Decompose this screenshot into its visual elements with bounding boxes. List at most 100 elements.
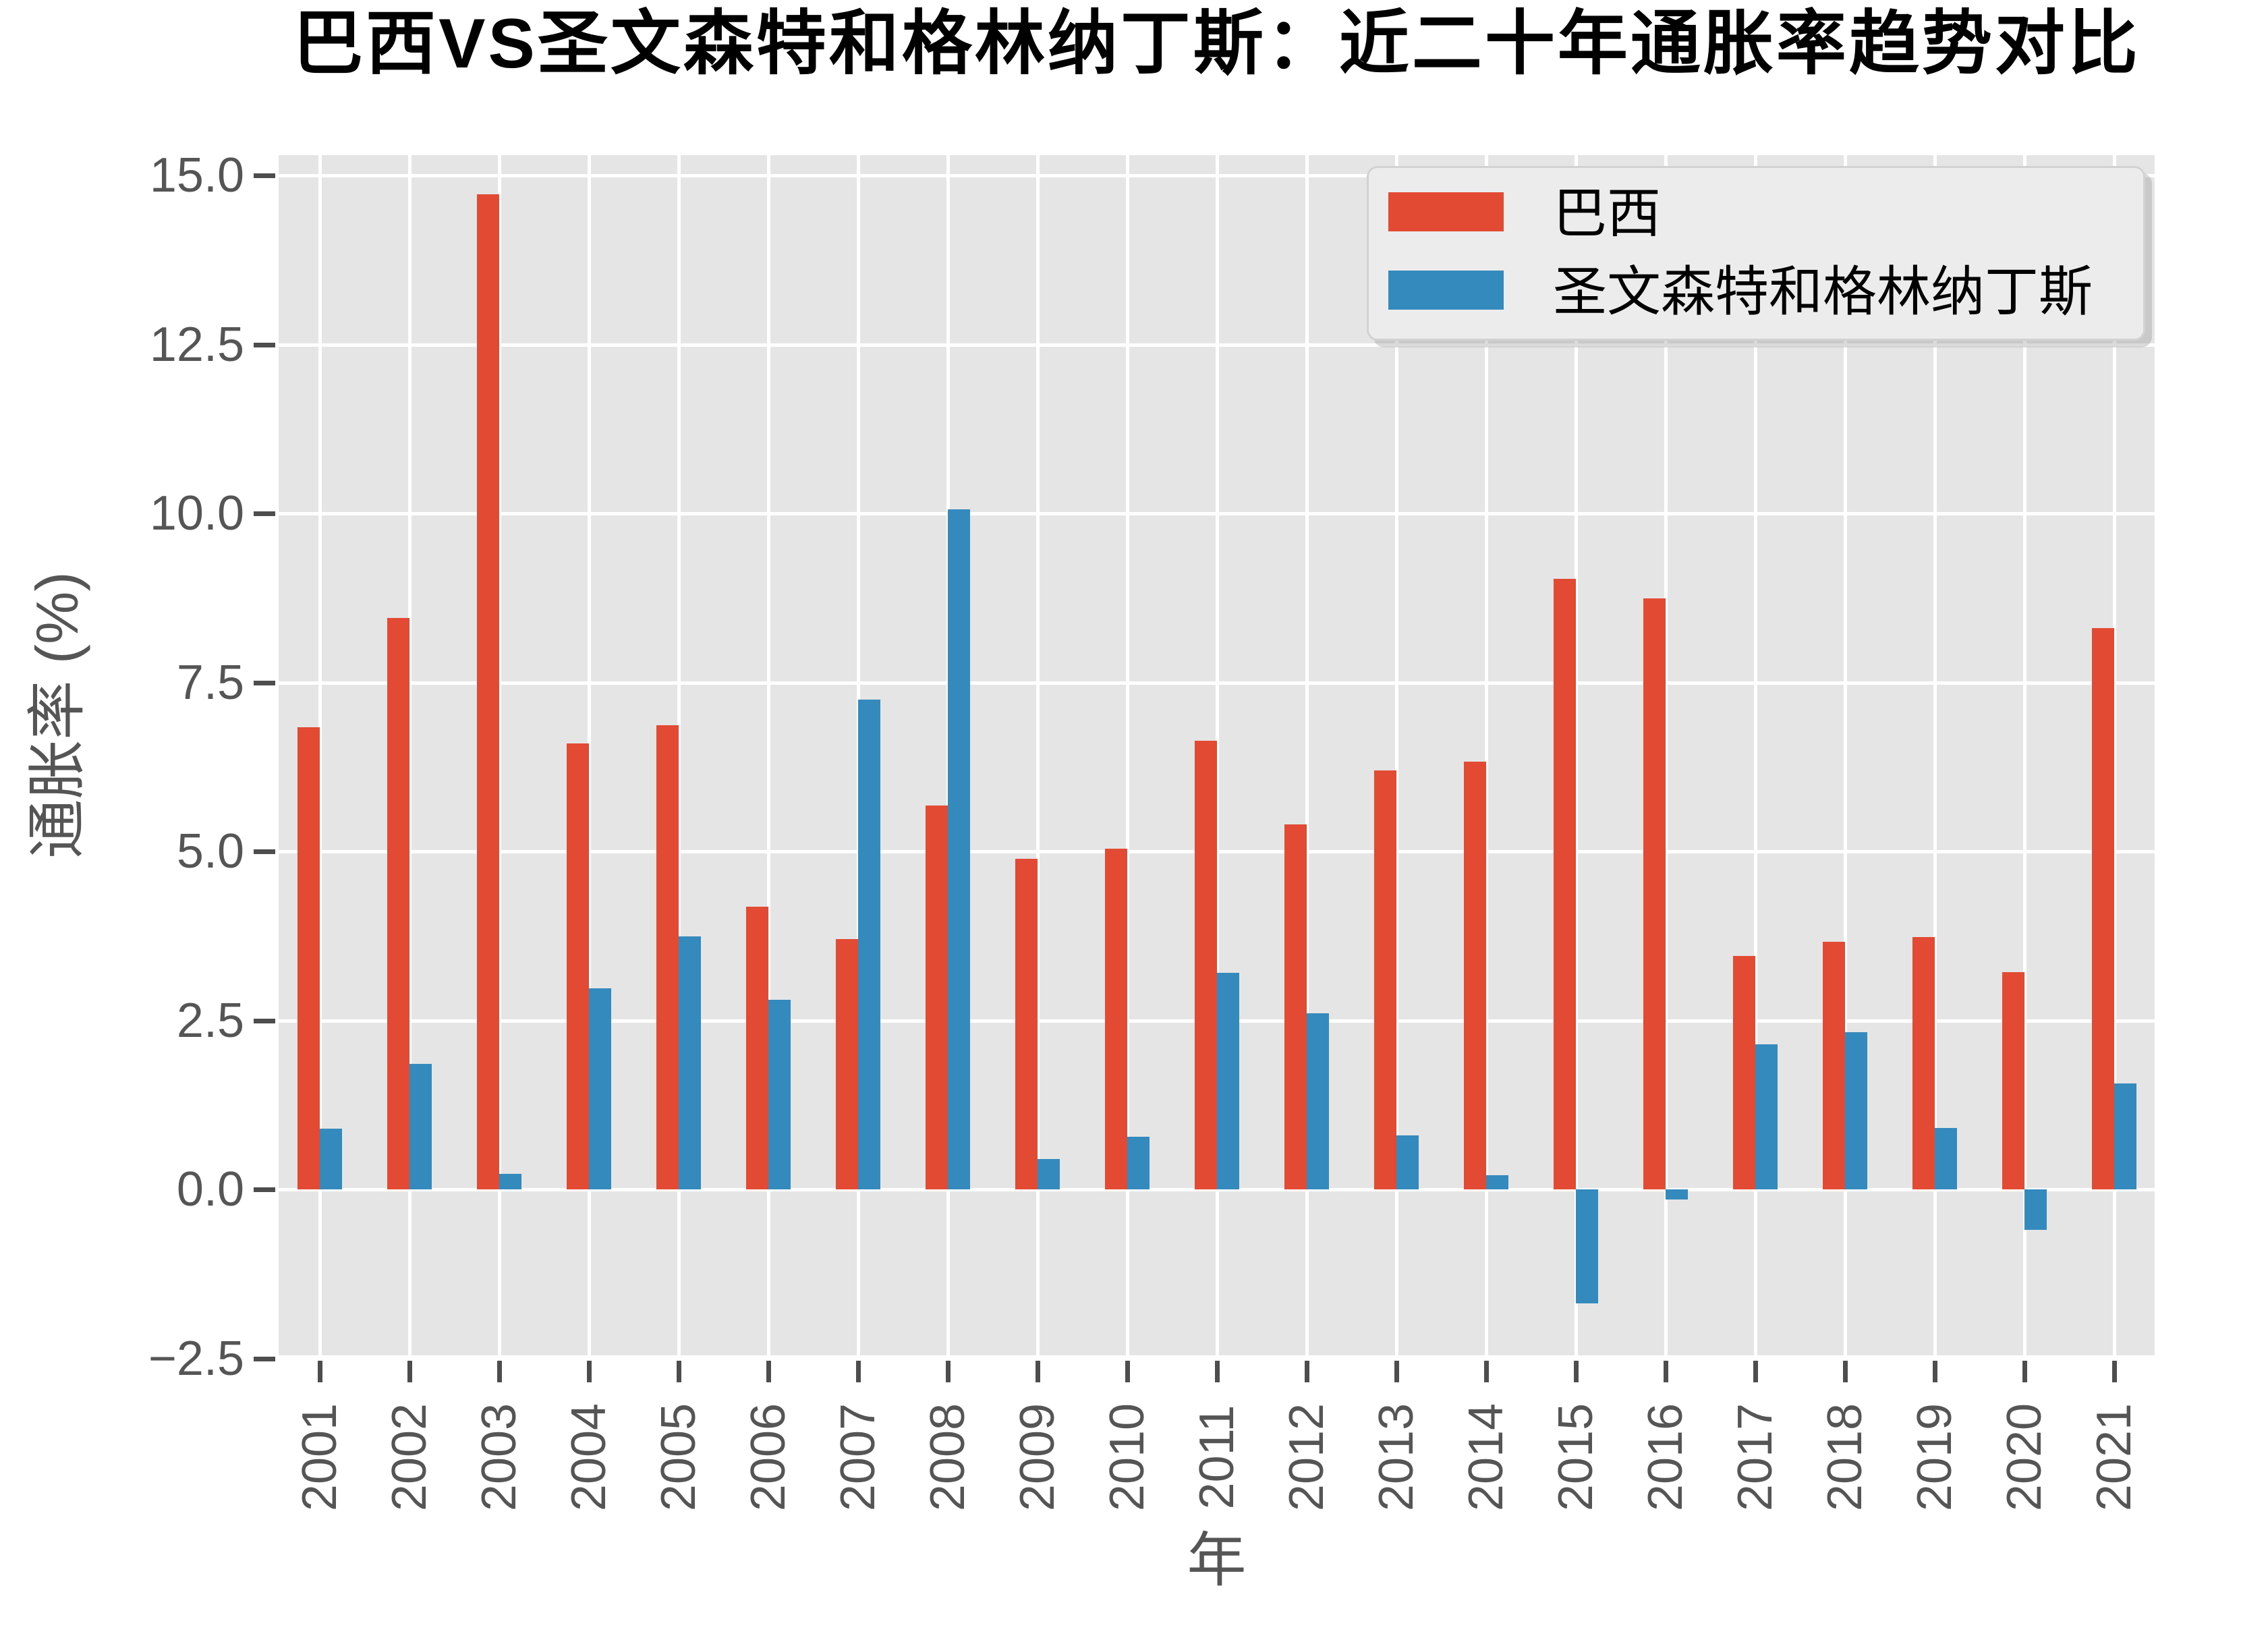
gridline-v-2020 (2023, 155, 2026, 1355)
x-tick-label-2009: 2009 (1011, 1403, 1065, 1512)
x-tick-2001 (318, 1361, 322, 1382)
y-tick-7.5 (254, 680, 275, 685)
x-tick-2004 (587, 1361, 592, 1382)
y-tick-label-5: 5.0 (176, 824, 244, 878)
y-tick-12.5 (254, 342, 275, 347)
bar-brazil-2019 (1912, 937, 1935, 1189)
x-axis-title: 年 (1187, 1527, 1247, 1593)
bar-brazil-2004 (567, 743, 589, 1189)
bar-brazil-2018 (1823, 942, 1845, 1189)
bar-saint-vincent-2016 (1666, 1189, 1688, 1200)
x-tick-label-2011: 2011 (1190, 1405, 1244, 1510)
legend-label-saint-vincent: 圣文森特和格林纳丁斯 (1553, 262, 2093, 322)
gridline-v-2009 (1036, 155, 1040, 1355)
bar-saint-vincent-2004 (589, 988, 611, 1189)
bar-saint-vincent-2009 (1038, 1158, 1060, 1189)
bar-saint-vincent-2006 (768, 1000, 791, 1189)
x-tick-label-2003: 2003 (472, 1403, 526, 1512)
bar-brazil-2007 (836, 939, 858, 1189)
bar-brazil-2005 (656, 725, 679, 1189)
x-tick-2018 (1843, 1361, 1848, 1382)
x-tick-label-2001: 2001 (293, 1403, 347, 1512)
x-tick-2012 (1305, 1361, 1309, 1382)
bar-brazil-2021 (2092, 628, 2114, 1189)
x-tick-2009 (1036, 1361, 1040, 1382)
x-tick-2015 (1574, 1361, 1579, 1382)
plot-area (279, 155, 2155, 1355)
y-tick-label-7.5: 7.5 (176, 655, 244, 710)
x-tick-2003 (497, 1361, 502, 1382)
bar-saint-vincent-2005 (679, 936, 701, 1189)
bar-brazil-2001 (297, 727, 320, 1189)
bar-brazil-2012 (1284, 824, 1307, 1189)
gridline-v-2014 (1485, 155, 1488, 1355)
gridline-v-2004 (588, 155, 591, 1355)
gridline-v-2011 (1216, 155, 1219, 1355)
bar-saint-vincent-2010 (1127, 1136, 1150, 1189)
bar-brazil-2017 (1733, 956, 1755, 1189)
x-tick-label-2014: 2014 (1459, 1403, 1513, 1512)
x-tick-label-2015: 2015 (1549, 1403, 1603, 1512)
bar-saint-vincent-2015 (1576, 1189, 1598, 1304)
bar-saint-vincent-2011 (1217, 973, 1239, 1189)
gridline-v-2013 (1395, 155, 1398, 1355)
bar-saint-vincent-2018 (1845, 1032, 1867, 1189)
x-tick-2002 (407, 1361, 412, 1382)
x-tick-2021 (2112, 1361, 2117, 1382)
bar-brazil-2002 (387, 618, 409, 1189)
bar-brazil-2010 (1105, 848, 1127, 1189)
bar-saint-vincent-2007 (858, 699, 880, 1189)
x-tick-2008 (946, 1361, 951, 1382)
bar-saint-vincent-2003 (499, 1173, 521, 1189)
legend: 巴西 圣文森特和格林纳丁斯 (1367, 166, 2145, 341)
y-tick-label-15: 15.0 (149, 148, 244, 202)
x-tick-label-2016: 2016 (1639, 1403, 1693, 1512)
x-tick-2005 (677, 1361, 681, 1382)
x-tick-label-2017: 2017 (1728, 1403, 1782, 1512)
bar-brazil-2011 (1195, 740, 1217, 1189)
bar-brazil-2014 (1464, 761, 1486, 1189)
bar-saint-vincent-2017 (1755, 1044, 1778, 1189)
gridline-v-2003 (498, 155, 501, 1355)
y-tick-label-0: 0.0 (176, 1162, 244, 1216)
x-tick-label-2002: 2002 (382, 1403, 436, 1512)
x-tick-2013 (1394, 1361, 1399, 1382)
x-tick-2010 (1125, 1361, 1130, 1382)
legend-swatch-brazil (1388, 192, 1504, 231)
x-tick-2017 (1753, 1361, 1758, 1382)
gridline-v-2018 (1844, 155, 1847, 1355)
y-tick-label--2.5: −2.5 (148, 1331, 244, 1386)
x-tick-2020 (2022, 1361, 2027, 1382)
y-tick-2.5 (254, 1018, 275, 1023)
gridline-v-2010 (1126, 155, 1129, 1355)
legend-label-brazil: 巴西 (1553, 183, 1661, 244)
y-tick--2.5 (254, 1356, 275, 1361)
bar-saint-vincent-2008 (948, 509, 970, 1189)
x-tick-label-2021: 2021 (2087, 1403, 2141, 1512)
x-tick-2014 (1484, 1361, 1489, 1382)
bar-saint-vincent-2002 (409, 1063, 432, 1189)
x-tick-2007 (856, 1361, 861, 1382)
x-tick-label-2007: 2007 (831, 1403, 885, 1512)
legend-swatch-saint-vincent (1388, 271, 1504, 310)
gridline-v-2016 (1664, 155, 1668, 1355)
gridline-v-2017 (1754, 155, 1757, 1355)
gridline-v-2015 (1575, 155, 1578, 1355)
x-tick-label-2006: 2006 (741, 1403, 795, 1512)
gridline-v-2006 (767, 155, 770, 1355)
x-tick-label-2020: 2020 (1997, 1403, 2051, 1512)
bar-brazil-2008 (926, 805, 948, 1189)
chart-title: 巴西VS圣文森特和格林纳丁斯：近二十年通胀率趋势对比 (293, 5, 2141, 83)
y-axis-title: 通胀率 (%) (24, 571, 90, 859)
y-tick-label-10: 10.0 (149, 486, 244, 540)
bar-brazil-2015 (1554, 579, 1576, 1189)
bar-saint-vincent-2020 (2024, 1189, 2047, 1231)
bar-saint-vincent-2014 (1486, 1175, 1508, 1189)
gridline-v-2012 (1305, 155, 1309, 1355)
x-tick-label-2010: 2010 (1100, 1403, 1154, 1512)
bar-brazil-2016 (1643, 598, 1666, 1189)
x-tick-2016 (1664, 1361, 1668, 1382)
bar-saint-vincent-2012 (1307, 1013, 1329, 1189)
y-tick-label-12.5: 12.5 (149, 317, 244, 372)
